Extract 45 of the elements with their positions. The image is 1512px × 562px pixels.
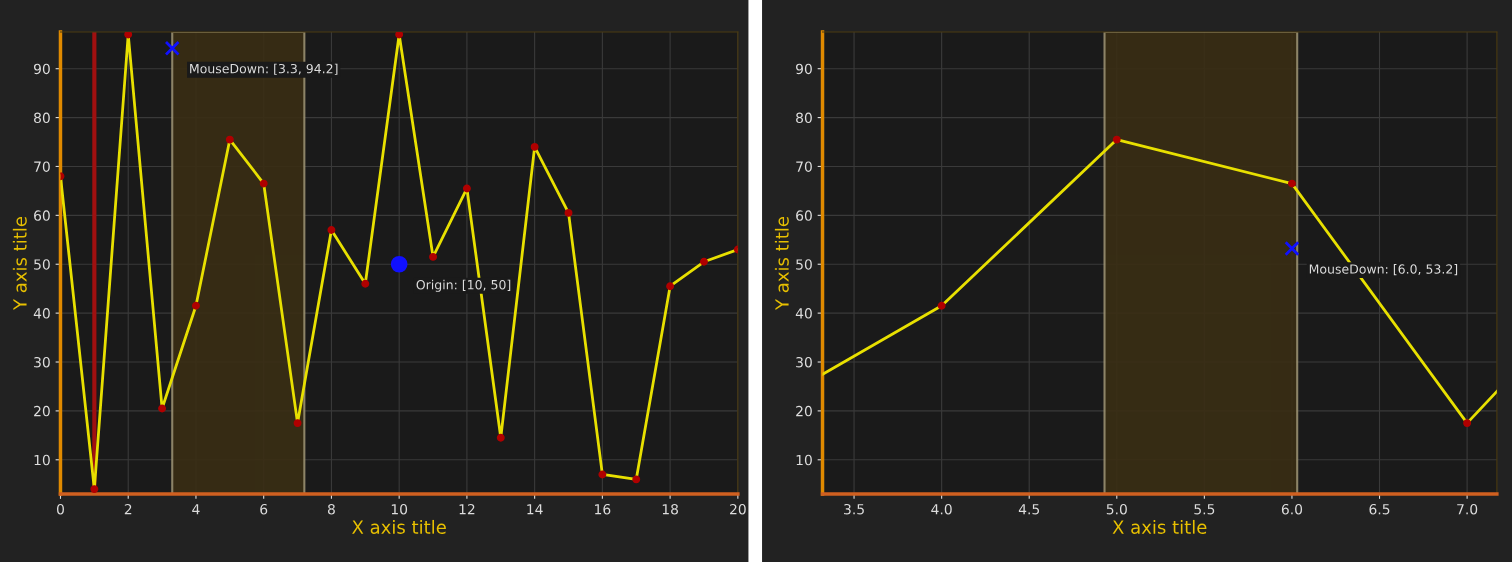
y-tick-label: 20 <box>34 405 50 417</box>
x-tick-label: 4.5 <box>1018 504 1040 515</box>
y-tick-label: 40 <box>795 308 812 319</box>
y-tick-label: 50 <box>796 259 812 270</box>
x-tick-label: 8 <box>327 503 335 515</box>
y-tick-label: 30 <box>796 356 812 368</box>
x-axis-title: X axis title <box>352 519 446 534</box>
y-tick-label: 70 <box>796 161 812 172</box>
x-axis-title: X axis title <box>1112 519 1207 534</box>
x-tick-label: 4.0 <box>931 503 952 515</box>
x-tick-label: 14 <box>527 504 543 515</box>
y-tick-label: 60 <box>796 210 812 221</box>
x-tick-label: 6 <box>260 503 268 515</box>
y-tick-label: 80 <box>34 112 50 124</box>
y-tick-label: 10 <box>34 454 50 466</box>
y-axis-title: Y axis title <box>774 216 789 311</box>
x-tick-label: 0 <box>56 503 64 515</box>
y-axis-title: Y axis title <box>12 216 27 311</box>
y-tick-label: 60 <box>34 210 50 221</box>
x-tick-label: 12 <box>459 503 475 515</box>
y-tick-label: 90 <box>796 63 812 75</box>
y-tick-label: 20 <box>796 405 812 417</box>
x-tick-label: 20 <box>730 503 746 515</box>
x-tick-label: 10 <box>391 503 408 515</box>
x-tick-label: 18 <box>662 503 678 515</box>
y-tick-label: 40 <box>33 308 50 319</box>
x-tick-label: 5.0 <box>1106 503 1127 515</box>
x-tick-label: 2 <box>124 503 132 515</box>
x-tick-label: 16 <box>595 503 611 515</box>
y-tick-label: 70 <box>34 161 50 172</box>
annotation: MouseDown: [3.3, 94.2] <box>190 63 338 75</box>
y-tick-label: 10 <box>796 454 812 466</box>
annotation: Origin: [10, 50] <box>416 279 511 292</box>
y-tick-label: 90 <box>33 63 50 75</box>
line-series <box>60 32 738 494</box>
y-tick-label: 50 <box>34 259 50 270</box>
x-tick-label: 7.0 <box>1457 503 1478 515</box>
x-tick-label: 4 <box>192 504 200 515</box>
x-tick-label: 3.5 <box>844 503 864 515</box>
y-tick-label: 80 <box>796 112 812 124</box>
x-tick-label: 6.5 <box>1369 503 1390 515</box>
x-tick-label: 6.0 <box>1281 503 1303 515</box>
y-tick-label: 30 <box>34 356 50 368</box>
x-tick-label: 5.5 <box>1194 504 1215 515</box>
annotation: MouseDown: [6.0, 53.2] <box>1309 264 1458 276</box>
